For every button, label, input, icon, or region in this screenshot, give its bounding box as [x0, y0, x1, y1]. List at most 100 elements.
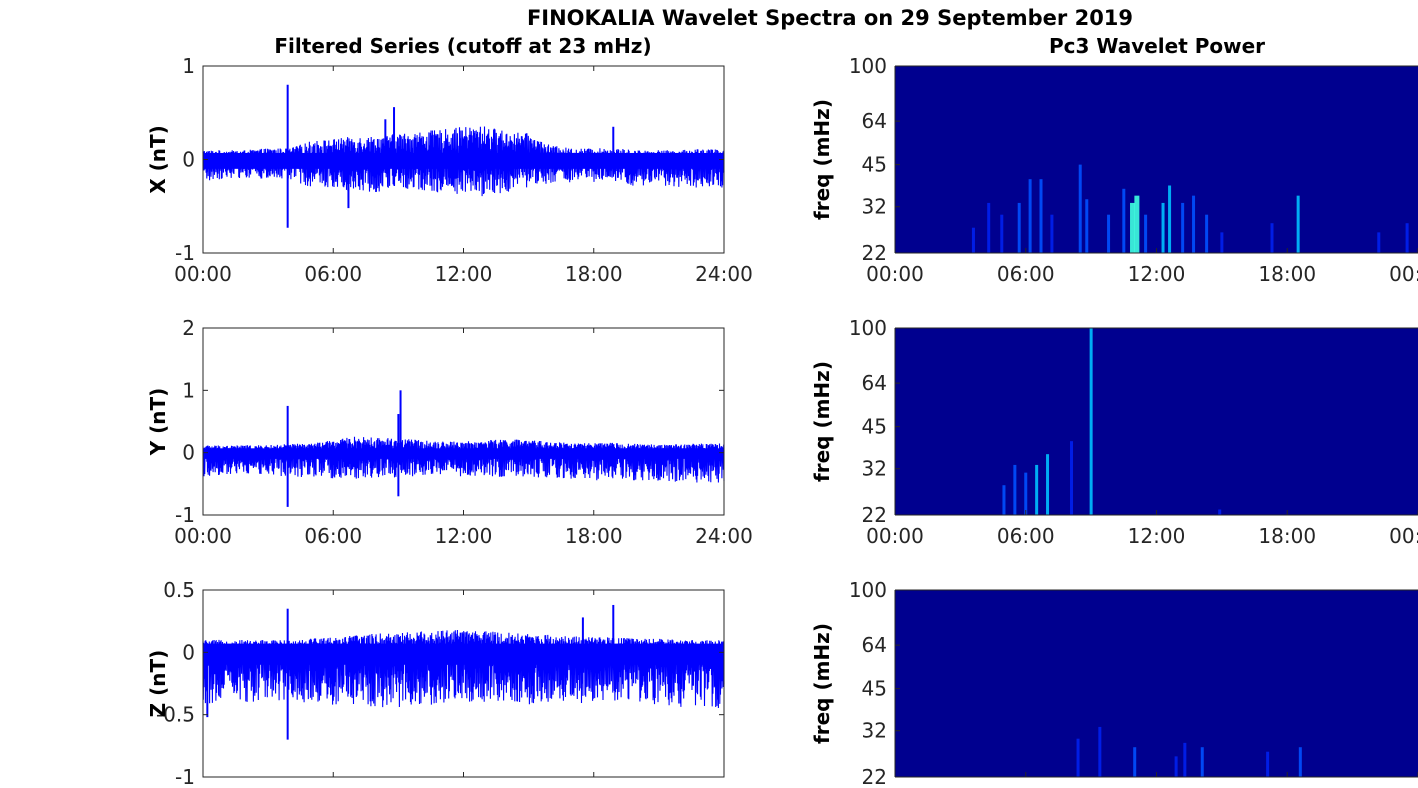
series-panel-x: 1 0 -100:00 06:00 12:00 18:00 24:00 X (nT) — [146, 54, 753, 286]
power-burst-0 — [1076, 738, 1080, 777]
plot-area — [203, 590, 724, 777]
y-tick-label: 0.5 — [163, 578, 195, 602]
y-tick-label: 1 — [182, 54, 195, 78]
y-tick-label: 64 — [862, 633, 887, 657]
power-burst-2 — [1000, 214, 1004, 253]
x-tick-label: 06:00 — [304, 524, 362, 548]
y-tick-label: 2 — [182, 316, 195, 340]
power-burst-4 — [1028, 179, 1032, 253]
x-tick-label: 00:00 — [174, 524, 232, 548]
y-tick-label: -1 — [175, 241, 195, 265]
x-tick-label: 12:00 — [435, 524, 493, 548]
y-tick-label: -0.5 — [156, 703, 195, 727]
series-panel-y: 2 1 0 -100:00 06:00 12:00 18:00 24:00 Y (nT) — [146, 316, 753, 548]
power-burst-7 — [1218, 509, 1222, 515]
wavelet-panel-z: 100 64 45 32 22 freq (mHz) — [810, 578, 1418, 788]
power-burst-6 — [1266, 751, 1270, 777]
y-tick-label: -1 — [175, 765, 195, 788]
power-burst-10 — [1122, 188, 1126, 253]
power-burst-18 — [1205, 214, 1209, 253]
power-burst-6 — [1089, 328, 1093, 515]
y-tick-label: 0 — [182, 441, 195, 465]
series-core-band — [203, 152, 724, 169]
power-burst-20 — [1270, 223, 1274, 253]
x-tick-label: 18:00 — [1258, 524, 1316, 548]
power-burst-7 — [1298, 747, 1302, 777]
y-tick-label: 100 — [849, 578, 887, 602]
power-burst-3 — [1035, 464, 1039, 515]
wavelet-power-background — [895, 66, 1418, 253]
power-burst-21 — [1296, 195, 1300, 253]
x-tick-label: 24:00 — [695, 262, 753, 286]
power-burst-13 — [1144, 214, 1148, 253]
y-tick-label: 32 — [862, 457, 887, 481]
wavelet-power-background — [895, 590, 1418, 777]
y-tick-label: 64 — [862, 109, 887, 133]
x-tick-label: 18:00 — [565, 524, 623, 548]
x-tick-label: 00:00 — [1389, 262, 1418, 286]
series-panel-z: 0.5 0 -0.5 -1 Z (nT) — [146, 578, 725, 788]
power-burst-17 — [1192, 195, 1196, 253]
power-burst-0 — [1002, 485, 1006, 515]
wavelet-panel-x: 1006445322200:0006:0012:0018:0000:00freq… — [810, 54, 1418, 286]
power-burst-7 — [1078, 164, 1082, 253]
power-burst-23 — [1405, 223, 1409, 253]
y-tick-label: -1 — [175, 503, 195, 527]
x-tick-label: 00:00 — [174, 262, 232, 286]
y-tick-label: 45 — [862, 153, 887, 177]
power-burst-2 — [1024, 472, 1028, 515]
y-tick-label: 0 — [182, 640, 195, 664]
power-burst-4 — [1183, 742, 1187, 777]
power-burst-22 — [1377, 232, 1381, 253]
y-tick-label: 45 — [862, 415, 887, 439]
y-tick-label: 32 — [862, 719, 887, 743]
power-burst-3 — [1174, 756, 1178, 777]
power-burst-0 — [971, 227, 975, 253]
power-burst-14 — [1161, 202, 1165, 253]
y-axis-label: freq (mHz) — [810, 361, 834, 482]
power-burst-5 — [1039, 179, 1043, 253]
x-tick-label: 00:00 — [866, 524, 924, 548]
power-burst-3 — [1017, 202, 1021, 253]
y-axis-label: freq (mHz) — [810, 623, 834, 744]
power-burst-6 — [1050, 214, 1054, 253]
y-tick-label: 100 — [849, 54, 887, 78]
x-tick-label: 00:00 — [866, 262, 924, 286]
wavelet-panel-y: 1006445322200:0006:0012:0018:0000:00freq… — [810, 316, 1418, 548]
y-tick-label: 0 — [182, 148, 195, 172]
x-tick-label: 12:00 — [1128, 524, 1186, 548]
y-axis-label: Y (nT) — [146, 388, 170, 457]
power-burst-5 — [1070, 441, 1074, 515]
figure-title: FINOKALIA Wavelet Spectra on 29 Septembe… — [527, 6, 1133, 30]
power-burst-1 — [1098, 726, 1102, 777]
power-burst-19 — [1220, 232, 1224, 253]
y-tick-label: 32 — [862, 195, 887, 219]
power-burst-1 — [1013, 464, 1017, 515]
x-tick-label: 12:00 — [435, 262, 493, 286]
power-burst-12 — [1134, 195, 1140, 253]
y-axis-label: freq (mHz) — [810, 99, 834, 220]
plot-area — [203, 328, 724, 515]
y-tick-label: 45 — [862, 677, 887, 701]
series-core-band — [203, 643, 724, 665]
y-tick-label: 22 — [862, 765, 887, 788]
y-tick-label: 1 — [182, 378, 195, 402]
power-burst-11 — [1130, 202, 1136, 253]
x-tick-label: 18:00 — [565, 262, 623, 286]
left-column-title: Filtered Series (cutoff at 23 mHz) — [274, 34, 651, 58]
power-burst-9 — [1107, 214, 1111, 253]
x-tick-label: 12:00 — [1128, 262, 1186, 286]
panels: 10-100:00 06:00 12:00 18:00 24:00X (nT)210-1… — [146, 54, 1418, 788]
power-burst-5 — [1200, 747, 1204, 777]
x-tick-label: 18:00 — [1258, 262, 1316, 286]
power-burst-2 — [1133, 747, 1137, 777]
y-tick-label: 22 — [862, 241, 887, 265]
x-tick-label: 00:00 — [1389, 524, 1418, 548]
power-burst-15 — [1168, 185, 1172, 253]
power-burst-4 — [1046, 454, 1050, 515]
series-core-band — [203, 448, 724, 459]
y-axis-label: X (nT) — [146, 125, 170, 194]
power-burst-16 — [1181, 202, 1185, 253]
power-burst-1 — [987, 202, 991, 253]
